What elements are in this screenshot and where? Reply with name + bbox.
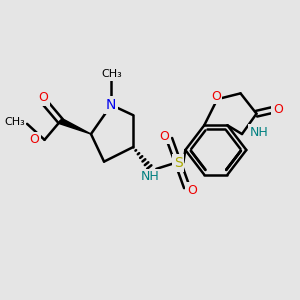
Text: O: O [273, 103, 283, 116]
Text: O: O [211, 90, 221, 103]
Polygon shape [59, 118, 91, 134]
Text: NH: NH [250, 126, 269, 139]
Text: CH₃: CH₃ [4, 116, 25, 127]
Text: S: S [174, 156, 182, 170]
Text: O: O [187, 184, 197, 196]
Text: O: O [29, 133, 39, 146]
Text: CH₃: CH₃ [101, 70, 122, 80]
Text: N: N [106, 98, 116, 112]
Text: O: O [38, 91, 48, 104]
Text: O: O [159, 130, 169, 142]
Text: NH: NH [141, 170, 160, 183]
